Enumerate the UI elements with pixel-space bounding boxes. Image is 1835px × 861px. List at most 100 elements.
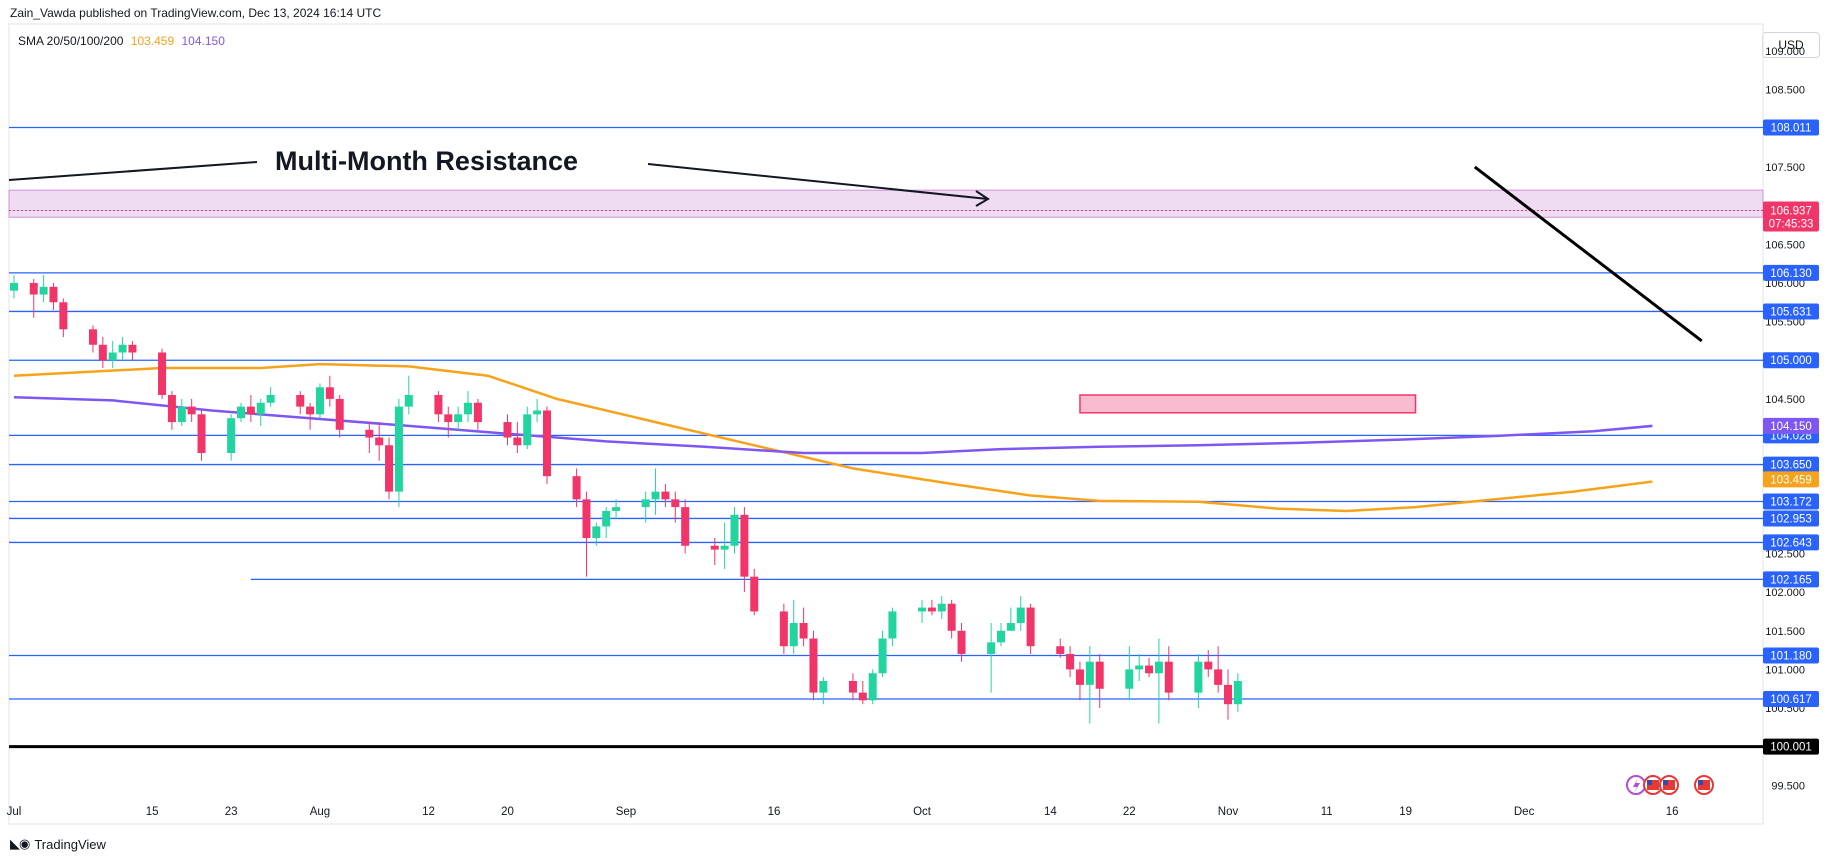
candle-body [167, 395, 176, 423]
sma-value-purple: 104.150 [181, 34, 225, 48]
y-tick-label: 104.500 [1765, 394, 1805, 406]
candle-body [10, 282, 18, 291]
level-price-label: 100.617 [1770, 694, 1812, 706]
candle-body [740, 514, 749, 577]
candle-body [315, 387, 324, 415]
us-flag-icon-3 [1698, 780, 1710, 790]
candle-body [651, 491, 660, 500]
level-price-label: 108.011 [1771, 122, 1812, 134]
candle-body [1056, 646, 1065, 654]
candle-body [473, 402, 482, 423]
indicator-price-label: 103.459 [1770, 474, 1812, 486]
y-tick-label: 108.500 [1765, 85, 1805, 97]
candle-body [365, 429, 374, 438]
x-tick-label: Sep [616, 806, 636, 818]
candle-body [918, 607, 927, 612]
x-tick-label: Dec [1514, 806, 1535, 818]
candle-body [848, 681, 857, 693]
y-tick-label: 102.000 [1765, 587, 1805, 599]
candle-body [710, 545, 719, 550]
level-price-label-bg [1763, 264, 1819, 281]
tradingview-logo-icon: ◣◉ [10, 836, 30, 851]
candle-body [444, 414, 453, 423]
y-tick-label: 107.500 [1765, 162, 1805, 174]
candle-body [464, 402, 473, 415]
annotation-left-arrow [8, 161, 258, 181]
candle-body [671, 499, 680, 508]
candle-body [661, 491, 670, 500]
trendline [1473, 165, 1703, 343]
level-price-label-bg [1763, 510, 1819, 527]
candle-body [434, 395, 443, 415]
x-tick-label: 15 [146, 806, 159, 818]
candle-body [394, 406, 403, 492]
candle-body [779, 611, 788, 647]
candle-body [1075, 669, 1084, 685]
x-tick-label: 16 [1666, 806, 1679, 818]
candle-body [868, 673, 877, 701]
candle-body [177, 406, 186, 423]
annotation-right-arrow-line [647, 163, 989, 200]
event-icons[interactable] [1626, 775, 1714, 795]
candle-body [819, 681, 828, 693]
level-price-label: 102.643 [1770, 537, 1812, 549]
candle-body [128, 344, 137, 353]
x-tick-label: Jul [7, 806, 22, 818]
candle-body [1164, 661, 1173, 693]
level-price-label-bg [1763, 534, 1819, 551]
y-tick-label: 109.000 [1765, 46, 1805, 58]
candle-body [108, 352, 117, 361]
candle-body [1233, 681, 1242, 705]
x-tick-label: 20 [501, 806, 514, 818]
candle-body [937, 603, 946, 612]
candle-body [1204, 661, 1213, 670]
candle-body [118, 344, 127, 353]
level-price-label: 102.165 [1770, 574, 1812, 586]
level-price-label: 102.953 [1770, 513, 1812, 525]
candle-body [878, 638, 887, 674]
indicator-price-label: 104.150 [1770, 421, 1812, 433]
candle-body [720, 545, 729, 550]
sma-indicator-legend[interactable]: SMA 20/50/100/200 103.459 104.150 [18, 34, 225, 48]
candle-body [306, 406, 315, 415]
candle-body [503, 422, 512, 438]
tradingview-brand[interactable]: ◣◉ TradingView [10, 836, 106, 852]
candle-body [197, 414, 206, 453]
level-price-label-bg [1763, 303, 1819, 320]
candle-body [296, 395, 305, 407]
candle-body [997, 630, 1005, 643]
candle-body [799, 623, 808, 639]
candle-body [1125, 669, 1134, 689]
level-price-label: 101.180 [1770, 650, 1812, 662]
resistance-zone [8, 189, 1764, 218]
candle-body [513, 437, 522, 446]
us-flag-canton-3 [1698, 780, 1703, 785]
us-flag-icon-2 [1663, 780, 1675, 790]
candle-body [1135, 665, 1144, 670]
candle-body [602, 510, 611, 527]
level-price-label-bg [1763, 352, 1819, 369]
level-price-label: 106.130 [1770, 268, 1812, 280]
x-tick-label: Aug [310, 806, 330, 818]
annotation-arrowhead [975, 190, 990, 207]
sma-line [13, 396, 1653, 455]
level-price-label: 105.631 [1770, 306, 1812, 318]
level-price-label: 105.000 [1770, 355, 1812, 367]
candle-body [809, 638, 818, 693]
current-price-label: 106.937 [1770, 206, 1812, 218]
y-tick-label: 105.500 [1765, 317, 1805, 329]
annotation-multi-month-resistance: Multi-Month Resistance [275, 146, 578, 176]
candle-body [49, 286, 58, 303]
x-tick-label: 14 [1044, 806, 1057, 818]
candle-body [582, 499, 591, 539]
candle-body [1006, 623, 1015, 631]
currency-button[interactable]: USD [1762, 32, 1820, 58]
candle-body [789, 623, 798, 647]
candle-body [227, 418, 236, 453]
candle-body [572, 476, 581, 500]
x-tick-label: Oct [913, 806, 932, 818]
x-tick-label: 11 [1321, 806, 1333, 818]
y-tick-label: 101.500 [1765, 626, 1805, 638]
y-tick-label: 106.500 [1765, 239, 1805, 251]
